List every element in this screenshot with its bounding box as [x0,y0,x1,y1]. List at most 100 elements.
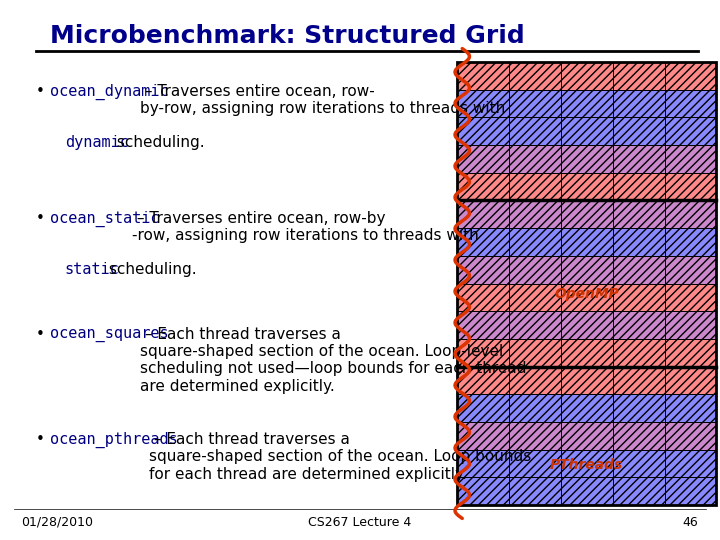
Bar [509,477,561,505]
Text: – Each thread traverses a
square-shaped section of the ocean. Loop bounds
for ea: – Each thread traverses a square-shaped … [149,432,531,482]
Text: Microbenchmark: Structured Grid: Microbenchmark: Structured Grid [50,24,525,48]
Text: 01/28/2010: 01/28/2010 [22,516,94,529]
Bar [457,477,509,505]
Bar [665,284,716,311]
Bar [561,90,613,117]
Bar [561,117,613,145]
Text: •: • [36,84,45,99]
Bar [613,311,665,339]
Bar [457,90,509,117]
Text: – Traverses entire ocean, row-by
-row, assigning row iterations to threads with: – Traverses entire ocean, row-by -row, a… [132,211,479,243]
Bar [613,62,665,90]
Bar [665,90,716,117]
Text: OpenMP: OpenMP [554,287,619,301]
Bar [561,284,613,311]
Bar [509,200,561,228]
Bar [509,394,561,422]
Text: scheduling.: scheduling. [112,135,204,150]
Bar [457,200,509,228]
Text: ocean_pthreads: ocean_pthreads [50,432,178,448]
Bar [457,173,509,200]
Bar [509,367,561,394]
Bar [561,449,613,477]
Bar [613,200,665,228]
Bar [665,117,716,145]
Text: – Traverses entire ocean, row-
by-row, assigning row iterations to threads with: – Traverses entire ocean, row- by-row, a… [140,84,505,116]
Bar [613,173,665,200]
Bar [457,145,509,173]
Bar [561,256,613,284]
Bar [561,339,613,367]
Bar [665,367,716,394]
Bar [665,145,716,173]
Bar [613,228,665,256]
Text: 46: 46 [683,516,698,529]
Bar [613,394,665,422]
Bar [665,256,716,284]
Bar [509,311,561,339]
Text: •: • [36,211,45,226]
Text: static: static [65,262,120,277]
Text: ocean_static: ocean_static [50,211,160,227]
Text: •: • [36,327,45,342]
Text: scheduling.: scheduling. [104,262,197,277]
Bar [665,228,716,256]
Bar [509,256,561,284]
Bar [509,62,561,90]
Bar [561,477,613,505]
Bar [613,145,665,173]
Bar [665,311,716,339]
Bar [665,422,716,449]
Bar [509,422,561,449]
Bar [457,117,509,145]
Bar [457,339,509,367]
Bar [665,477,716,505]
Bar [457,256,509,284]
Bar [457,422,509,449]
Bar [613,449,665,477]
Bar [561,311,613,339]
Bar [665,173,716,200]
Bar [561,173,613,200]
Bar [665,200,716,228]
Bar [613,90,665,117]
Bar [665,449,716,477]
Bar [561,228,613,256]
Bar [457,311,509,339]
Bar [613,256,665,284]
Bar [509,117,561,145]
Text: •: • [36,432,45,447]
Bar [509,284,561,311]
Bar [509,449,561,477]
Bar [457,62,509,90]
Bar [457,367,509,394]
Text: dynamic: dynamic [65,135,129,150]
Bar [613,477,665,505]
Text: ocean_dynamic: ocean_dynamic [50,84,169,100]
Bar [561,422,613,449]
Bar [457,228,509,256]
Bar [665,62,716,90]
Bar [561,394,613,422]
Bar [561,145,613,173]
Text: CS267 Lecture 4: CS267 Lecture 4 [308,516,412,529]
Bar [509,145,561,173]
Bar [665,339,716,367]
Bar [457,284,509,311]
Bar [613,422,665,449]
Bar [561,367,613,394]
Text: – Each thread traverses a
square-shaped section of the ocean. Loop-level
schedul: – Each thread traverses a square-shaped … [140,327,527,394]
Bar [509,173,561,200]
Text: ocean_squares: ocean_squares [50,327,169,342]
Bar [561,62,613,90]
Bar [613,367,665,394]
Bar [457,449,509,477]
Bar [561,200,613,228]
Text: PThreads: PThreads [550,458,624,472]
Bar [665,394,716,422]
Bar [457,394,509,422]
Bar [509,90,561,117]
Bar [613,117,665,145]
Bar [457,62,716,505]
Bar [509,339,561,367]
